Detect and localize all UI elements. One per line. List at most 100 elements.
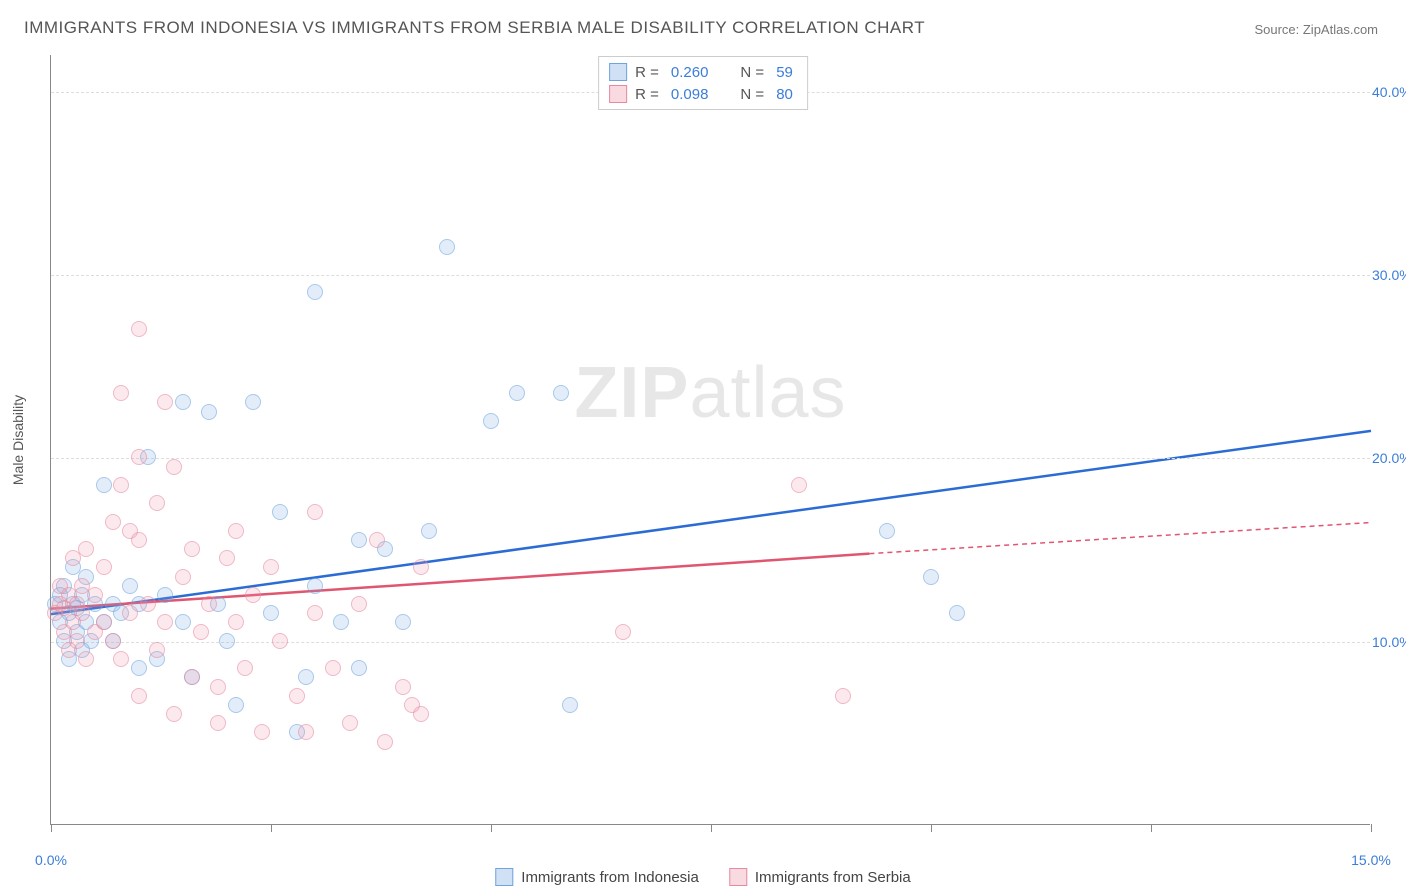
scatter-point bbox=[157, 587, 173, 603]
scatter-point bbox=[201, 404, 217, 420]
scatter-point bbox=[298, 724, 314, 740]
scatter-point bbox=[333, 614, 349, 630]
scatter-point bbox=[175, 614, 191, 630]
legend-stat-row: R =0.098N =80 bbox=[609, 83, 797, 105]
scatter-point bbox=[307, 284, 323, 300]
scatter-point bbox=[87, 587, 103, 603]
legend-label: Immigrants from Indonesia bbox=[521, 869, 699, 886]
scatter-point bbox=[245, 394, 261, 410]
scatter-point bbox=[105, 633, 121, 649]
scatter-point bbox=[395, 614, 411, 630]
x-tick-label: 15.0% bbox=[1351, 852, 1391, 868]
y-tick-label: 10.0% bbox=[1372, 634, 1406, 650]
scatter-point bbox=[272, 504, 288, 520]
scatter-point bbox=[113, 651, 129, 667]
legend-stats: R =0.260N =59R =0.098N =80 bbox=[598, 56, 808, 110]
scatter-point bbox=[131, 688, 147, 704]
scatter-point bbox=[219, 633, 235, 649]
legend-series: Immigrants from Indonesia Immigrants from… bbox=[495, 868, 910, 886]
n-label: N = bbox=[740, 86, 764, 103]
scatter-point bbox=[377, 734, 393, 750]
scatter-point bbox=[105, 514, 121, 530]
scatter-point bbox=[78, 651, 94, 667]
scatter-point bbox=[263, 605, 279, 621]
scatter-point bbox=[245, 587, 261, 603]
scatter-point bbox=[413, 706, 429, 722]
legend-swatch bbox=[609, 85, 627, 103]
scatter-point bbox=[96, 477, 112, 493]
source-label: Source: ZipAtlas.com bbox=[1254, 22, 1378, 37]
y-axis-label: Male Disability bbox=[10, 395, 26, 485]
scatter-point bbox=[219, 550, 235, 566]
scatter-point bbox=[272, 633, 288, 649]
scatter-point bbox=[254, 724, 270, 740]
legend-swatch bbox=[729, 868, 747, 886]
scatter-point bbox=[395, 679, 411, 695]
scatter-point bbox=[509, 385, 525, 401]
n-value: 59 bbox=[776, 64, 793, 81]
r-value: 0.260 bbox=[671, 64, 709, 81]
x-tick-label: 0.0% bbox=[35, 852, 67, 868]
legend-stat-row: R = 0.260 N = 59 bbox=[609, 61, 797, 83]
scatter-point bbox=[263, 559, 279, 575]
watermark: ZIPatlas bbox=[574, 352, 846, 434]
scatter-point bbox=[78, 541, 94, 557]
x-tick bbox=[931, 824, 932, 832]
y-tick-label: 40.0% bbox=[1372, 84, 1406, 100]
scatter-point bbox=[157, 394, 173, 410]
scatter-point bbox=[122, 605, 138, 621]
trend-lines bbox=[51, 55, 1371, 825]
scatter-point bbox=[69, 633, 85, 649]
scatter-point bbox=[166, 706, 182, 722]
scatter-point bbox=[157, 614, 173, 630]
scatter-point bbox=[351, 532, 367, 548]
scatter-point bbox=[210, 715, 226, 731]
gridline bbox=[51, 275, 1370, 276]
gridline bbox=[51, 458, 1370, 459]
scatter-point bbox=[879, 523, 895, 539]
scatter-point bbox=[369, 532, 385, 548]
scatter-point bbox=[122, 578, 138, 594]
scatter-point bbox=[325, 660, 341, 676]
scatter-point bbox=[175, 394, 191, 410]
x-tick bbox=[1151, 824, 1152, 832]
scatter-point bbox=[131, 449, 147, 465]
scatter-point bbox=[184, 669, 200, 685]
scatter-point bbox=[342, 715, 358, 731]
chart-title: IMMIGRANTS FROM INDONESIA VS IMMIGRANTS … bbox=[24, 18, 925, 38]
scatter-point bbox=[289, 688, 305, 704]
scatter-point bbox=[113, 477, 129, 493]
x-tick bbox=[271, 824, 272, 832]
scatter-point bbox=[237, 660, 253, 676]
n-label: N = bbox=[740, 64, 764, 81]
scatter-point bbox=[307, 504, 323, 520]
r-label: R = bbox=[635, 86, 659, 103]
scatter-point bbox=[193, 624, 209, 640]
scatter-point bbox=[307, 605, 323, 621]
scatter-point bbox=[149, 495, 165, 511]
scatter-point bbox=[184, 541, 200, 557]
scatter-point bbox=[413, 559, 429, 575]
x-tick bbox=[711, 824, 712, 832]
scatter-point bbox=[175, 569, 191, 585]
scatter-point bbox=[228, 697, 244, 713]
scatter-point bbox=[791, 477, 807, 493]
y-tick-label: 30.0% bbox=[1372, 267, 1406, 283]
scatter-point bbox=[74, 605, 90, 621]
scatter-point bbox=[562, 697, 578, 713]
legend-label: Immigrants from Serbia bbox=[755, 869, 911, 886]
plot-area: ZIPatlas 10.0%20.0%30.0%40.0%0.0%15.0% bbox=[50, 55, 1370, 825]
legend-swatch bbox=[495, 868, 513, 886]
scatter-point bbox=[96, 559, 112, 575]
scatter-point bbox=[307, 578, 323, 594]
scatter-point bbox=[923, 569, 939, 585]
scatter-point bbox=[210, 679, 226, 695]
scatter-point bbox=[553, 385, 569, 401]
r-label: R = bbox=[635, 64, 659, 81]
scatter-point bbox=[131, 532, 147, 548]
scatter-point bbox=[149, 642, 165, 658]
r-value: 0.098 bbox=[671, 86, 709, 103]
scatter-point bbox=[439, 239, 455, 255]
scatter-point bbox=[113, 385, 129, 401]
legend-item: Immigrants from Indonesia bbox=[495, 868, 699, 886]
